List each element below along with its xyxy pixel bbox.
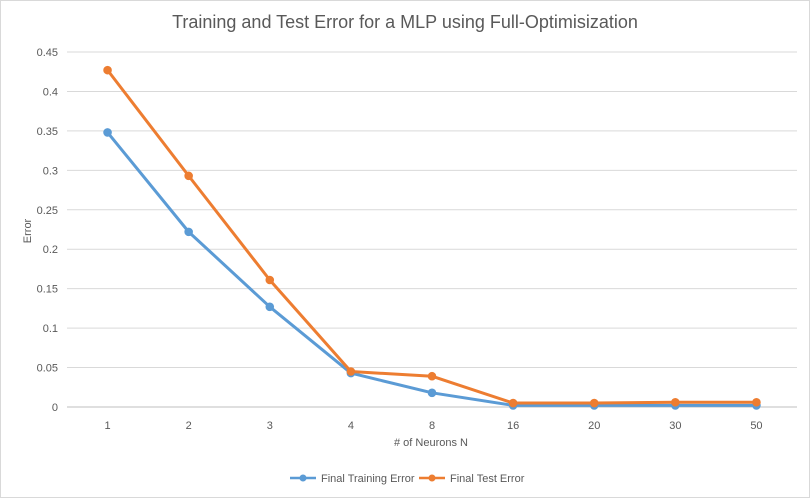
x-tick-label: 50 [750, 420, 762, 432]
x-tick-label: 4 [348, 420, 354, 432]
data-point [265, 275, 275, 285]
series-group [103, 65, 761, 410]
series-training [103, 128, 761, 410]
data-point [346, 367, 356, 376]
y-tick-label: 0.3 [43, 165, 58, 177]
series-test [103, 65, 761, 408]
gridlines [67, 51, 797, 408]
x-tick-label: 3 [267, 420, 273, 432]
x-tick-label: 1 [104, 420, 110, 432]
data-point [103, 128, 112, 137]
data-point [752, 397, 761, 407]
x-axis-title: # of Neurons N [394, 437, 468, 449]
data-point [184, 171, 193, 181]
y-tick-label: 0.2 [43, 244, 58, 256]
y-tick-label: 0.15 [37, 284, 58, 296]
data-point [265, 302, 275, 312]
y-tick-label: 0.4 [43, 86, 58, 98]
data-point [671, 397, 680, 407]
x-tick-label: 2 [186, 420, 192, 432]
series-line [106, 130, 758, 407]
series-line [106, 68, 758, 405]
y-tick-label: 0.05 [37, 363, 58, 375]
legend-marker-training [299, 474, 307, 482]
x-tick-label: 20 [588, 420, 600, 432]
legend-label-training: Final Training Error [321, 473, 415, 485]
y-axis-title: Error [22, 218, 34, 243]
x-tick-label: 16 [507, 420, 519, 432]
legend-marker-test [428, 474, 436, 482]
legend-item-test: Final Test Error [419, 473, 525, 485]
x-axis-ticks: 1 2 3 4 8 16 20 30 50 [104, 420, 762, 432]
data-point [103, 65, 112, 75]
data-point [184, 227, 193, 237]
y-tick-label: 0.25 [37, 205, 58, 217]
chart-title: Training and Test Error for a MLP using … [172, 12, 638, 32]
data-point [427, 371, 437, 381]
y-tick-label: 0.1 [43, 323, 58, 335]
y-axis-ticks: 0 0.05 0.1 0.15 0.2 0.25 0.3 0.35 0.4 0.45 [37, 47, 58, 414]
y-tick-label: 0.35 [37, 126, 58, 138]
legend-label-test: Final Test Error [450, 473, 525, 485]
x-tick-label: 30 [669, 420, 681, 432]
x-tick-label: 8 [429, 420, 435, 432]
legend: Final Training Error Final Test Error [290, 473, 525, 485]
data-point [427, 388, 437, 398]
data-point [508, 398, 518, 408]
legend-item-training: Final Training Error [290, 473, 415, 485]
y-tick-label: 0 [52, 402, 58, 414]
y-tick-label: 0.45 [37, 47, 58, 59]
data-point [589, 398, 599, 408]
